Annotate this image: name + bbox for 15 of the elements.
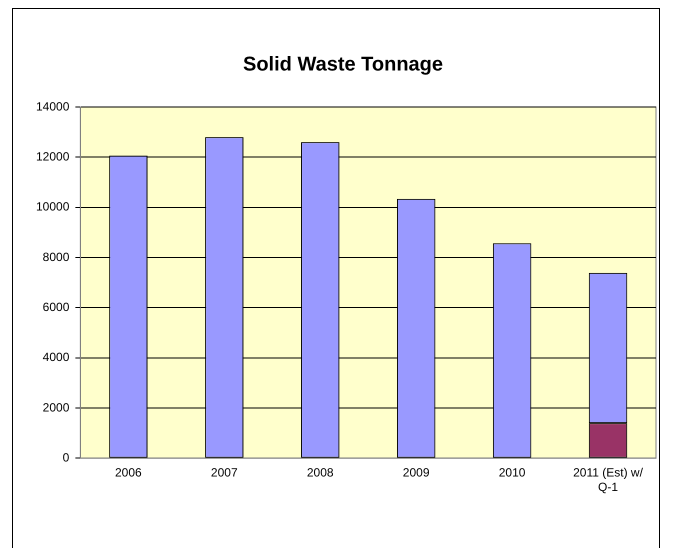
y-tick-label: 14000 xyxy=(36,99,70,114)
x-tick-label: 2009 xyxy=(402,466,430,480)
y-tick-label: 12000 xyxy=(36,149,70,164)
y-tick-label: 2000 xyxy=(42,400,70,414)
y-tick-label: 0 xyxy=(62,450,70,465)
y-tick-label: 10000 xyxy=(36,200,70,214)
y-tick-label: 4000 xyxy=(42,350,70,364)
y-tick-label: 8000 xyxy=(42,250,70,264)
chart-title: Solid Waste Tonnage xyxy=(242,54,444,76)
x-tick-label: 2008 xyxy=(306,466,334,480)
x-tick-label: 2006 xyxy=(114,466,142,480)
y-tick-label: 6000 xyxy=(42,300,70,314)
x-tick-label: 2010 xyxy=(498,466,526,480)
x-tick-label: 2007 xyxy=(210,466,238,480)
x-tick-label: 2011 (Est) w/ Q-1 xyxy=(573,466,644,494)
